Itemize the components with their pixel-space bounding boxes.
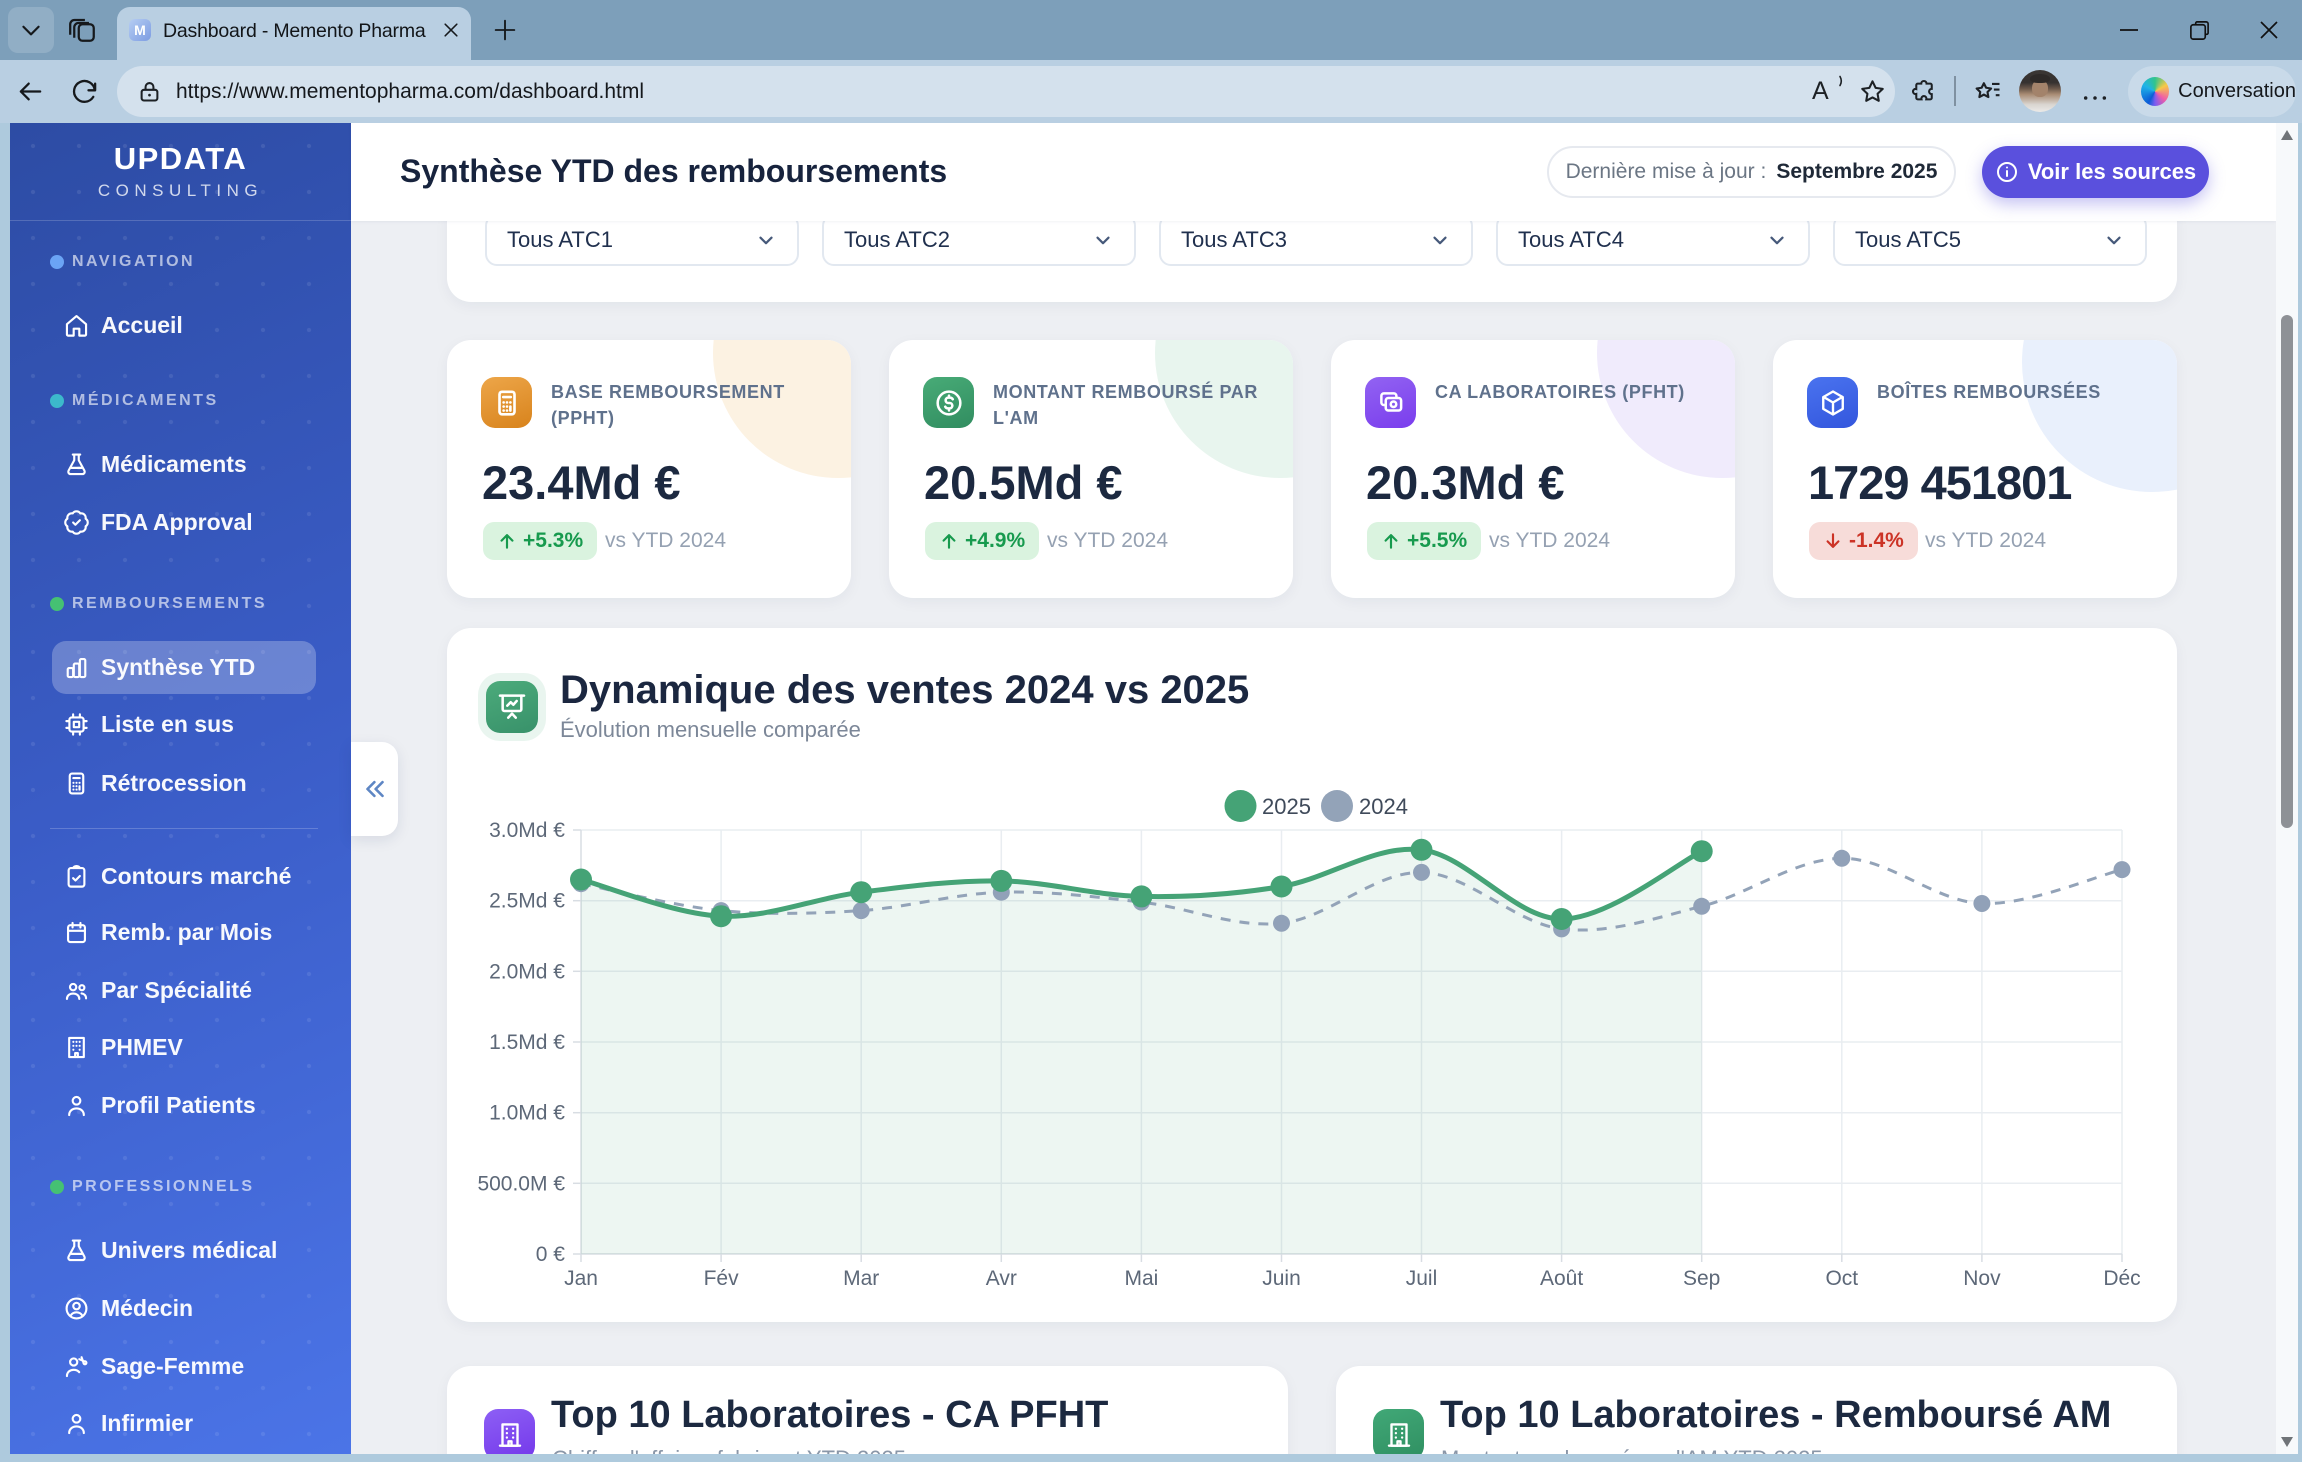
svg-text:Nov: Nov <box>1963 1267 2001 1290</box>
svg-text:Déc: Déc <box>2103 1267 2140 1290</box>
svg-text:Mai: Mai <box>1124 1267 1158 1290</box>
svg-text:Sep: Sep <box>1683 1267 1720 1290</box>
svg-text:2024: 2024 <box>1359 794 1408 819</box>
svg-text:Jan: Jan <box>564 1267 598 1290</box>
svg-text:Oct: Oct <box>1825 1267 1858 1290</box>
svg-text:Mar: Mar <box>843 1267 879 1290</box>
svg-text:Juin: Juin <box>1262 1267 1301 1290</box>
svg-text:1.5Md €: 1.5Md € <box>489 1031 565 1054</box>
svg-text:Août: Août <box>1540 1267 1583 1290</box>
svg-text:3.0Md €: 3.0Md € <box>489 819 565 842</box>
svg-text:2025: 2025 <box>1262 794 1311 819</box>
svg-text:Avr: Avr <box>986 1267 1017 1290</box>
svg-text:500.0M €: 500.0M € <box>477 1172 565 1195</box>
svg-text:2.5Md €: 2.5Md € <box>489 890 565 913</box>
svg-text:1.0Md €: 1.0Md € <box>489 1102 565 1125</box>
svg-text:Fév: Fév <box>704 1267 740 1290</box>
svg-text:0 €: 0 € <box>536 1243 566 1266</box>
svg-text:2.0Md €: 2.0Md € <box>489 960 565 983</box>
svg-text:Juil: Juil <box>1406 1267 1438 1290</box>
